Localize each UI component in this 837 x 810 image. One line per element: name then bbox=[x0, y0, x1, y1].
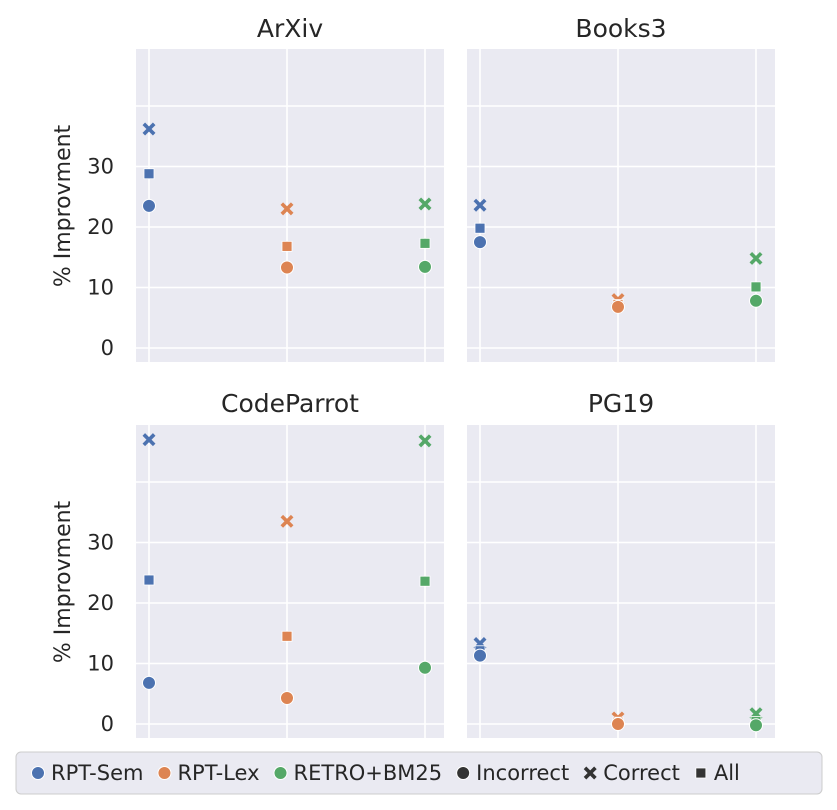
data-point-incorrect bbox=[749, 718, 763, 733]
panel-title: ArXiv bbox=[257, 14, 323, 43]
panel-title: CodeParrot bbox=[221, 389, 359, 418]
legend-label: Incorrect bbox=[476, 761, 569, 785]
y-tick-labels: 0 10 20 30 0 10 20 30 bbox=[87, 155, 114, 737]
data-point-all bbox=[750, 281, 762, 293]
legend-marker bbox=[695, 767, 707, 779]
y-tick-label: 20 bbox=[87, 591, 114, 615]
data-point-all bbox=[419, 237, 431, 249]
data-point-correct bbox=[418, 197, 432, 211]
data-point-incorrect bbox=[473, 648, 487, 663]
panel-pg19: PG19 bbox=[467, 389, 775, 738]
y-tick-label: 20 bbox=[87, 215, 114, 239]
data-point-correct bbox=[142, 122, 156, 136]
legend-marker bbox=[273, 766, 288, 780]
legend-label: All bbox=[714, 761, 740, 785]
y-tick-label: 0 bbox=[101, 712, 114, 736]
y-axis-label: % Improvment bbox=[51, 124, 76, 287]
data-point-incorrect bbox=[280, 690, 294, 705]
plot-area bbox=[136, 49, 444, 362]
panel-codeparrot: CodeParrot bbox=[136, 389, 444, 738]
data-point-incorrect bbox=[280, 260, 294, 275]
data-point-all bbox=[143, 168, 155, 180]
y-tick-label: 0 bbox=[101, 336, 114, 360]
panel-background bbox=[467, 49, 775, 362]
panel-background bbox=[467, 425, 775, 738]
legend: RPT-Sem RPT-Lex RETRO+BM25 Incorrect Correct… bbox=[15, 751, 823, 795]
data-point-correct bbox=[280, 514, 294, 528]
legend-label: RPT-Sem bbox=[51, 761, 143, 785]
panel-title: PG19 bbox=[588, 389, 654, 418]
data-point-correct bbox=[280, 202, 294, 216]
plot-area bbox=[467, 425, 775, 738]
plot-area bbox=[136, 425, 444, 738]
legend-marker bbox=[157, 766, 172, 780]
data-point-incorrect bbox=[611, 299, 625, 314]
panel-arxiv: ArXiv bbox=[136, 14, 444, 362]
legend-marker bbox=[456, 766, 471, 780]
plot-area bbox=[467, 49, 775, 362]
y-tick-label: 30 bbox=[87, 155, 114, 179]
panel-background bbox=[136, 425, 444, 738]
y-tick-label: 30 bbox=[87, 531, 114, 555]
legend-label: RPT-Lex bbox=[177, 761, 259, 785]
legend-marker bbox=[31, 766, 45, 780]
data-point-all bbox=[281, 240, 293, 252]
y-tick-label: 10 bbox=[87, 276, 114, 300]
data-point-all bbox=[143, 574, 155, 586]
data-point-all bbox=[281, 630, 293, 642]
panel-title: Books3 bbox=[575, 14, 666, 43]
data-point-correct bbox=[473, 198, 487, 212]
legend-frame bbox=[15, 751, 823, 795]
data-point-incorrect bbox=[418, 660, 432, 675]
data-point-correct bbox=[749, 251, 763, 265]
data-point-all bbox=[474, 222, 486, 234]
y-axis-label: % Improvment bbox=[51, 500, 76, 663]
legend-label: Correct bbox=[603, 761, 680, 785]
y-tick-label: 10 bbox=[87, 652, 114, 676]
data-point-correct bbox=[142, 433, 156, 447]
data-point-correct bbox=[418, 434, 432, 448]
data-point-incorrect bbox=[142, 675, 156, 690]
data-point-incorrect bbox=[749, 293, 763, 308]
legend-label: RETRO+BM25 bbox=[294, 761, 443, 785]
data-point-incorrect bbox=[418, 259, 432, 274]
legend-items: RPT-Sem RPT-Lex RETRO+BM25 Incorrect Correct… bbox=[31, 761, 740, 785]
data-point-incorrect bbox=[611, 717, 625, 731]
panel-books3: Books3 bbox=[467, 14, 775, 362]
data-point-all bbox=[419, 575, 431, 587]
data-point-incorrect bbox=[473, 235, 487, 250]
legend-marker bbox=[583, 766, 597, 780]
data-point-incorrect bbox=[142, 198, 156, 213]
